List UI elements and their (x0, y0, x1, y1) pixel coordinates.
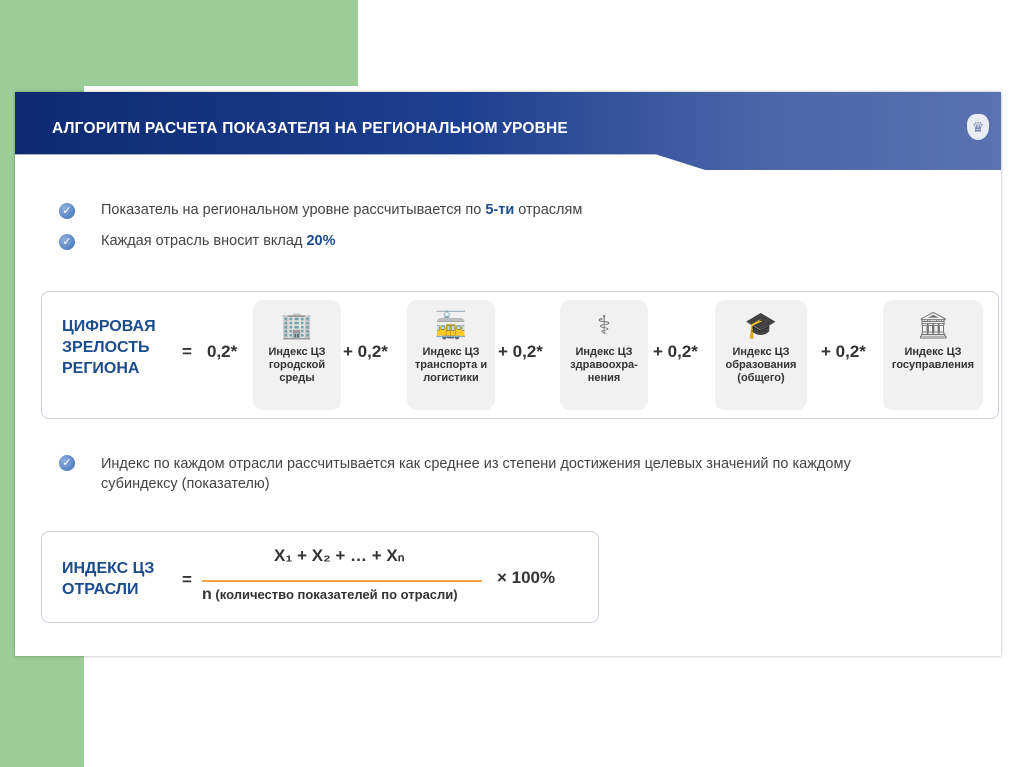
term-text: Индекс ЦЗ здравоохра-нения (570, 346, 638, 384)
slide-title: АЛГОРИТМ РАСЧЕТА ПОКАЗАТЕЛЯ НА РЕГИОНАЛЬ… (52, 120, 568, 137)
formula-label: ИНДЕКС ЦЗ ОТРАСЛИ (62, 558, 154, 600)
term-text: Индекс ЦЗ образования (общего) (725, 346, 797, 384)
label-line: ЗРЕЛОСТЬ (62, 339, 150, 356)
checkmark-icon: ✓ (59, 234, 75, 250)
graduate-icon: 🎓 (744, 310, 778, 340)
bullet-highlight: 5-ти (485, 202, 515, 218)
sector-index-formula: ИНДЕКС ЦЗ ОТРАСЛИ = X₁ + X₂ + … + Xₙ n (… (41, 531, 599, 623)
bullet-text: Индекс по каждом отрасли рассчитывается … (101, 456, 851, 492)
russian-coat-of-arms-icon: ♛ (967, 114, 989, 140)
regional-maturity-formula: ЦИФРОВАЯ ЗРЕЛОСТЬ РЕГИОНА = 0,2* 🏢 Индекс… (41, 291, 999, 419)
term-healthcare: ⚕ Индекс ЦЗ здравоохра-нения (560, 300, 648, 410)
equals-sign: = (182, 342, 192, 361)
equals-sign: = (182, 570, 192, 589)
multiplier: × 100% (497, 568, 556, 587)
checkmark-icon: ✓ (59, 455, 75, 471)
bullet-item: ✓ Каждая отрасль вносит вклад 20% (59, 233, 335, 250)
denominator-text: (количество показателей по отрасли) (215, 587, 458, 602)
term-education: 🎓 Индекс ЦЗ образования (общего) (715, 300, 807, 410)
term-text: Индекс ЦЗ госуправления (891, 346, 975, 371)
label-line: ОТРАСЛИ (62, 581, 139, 598)
coefficient: + 0,2* (343, 342, 388, 361)
coefficient: + 0,2* (653, 342, 698, 361)
bullet-item: ✓ Показатель на региональном уровне расс… (59, 202, 582, 219)
numerator: X₁ + X₂ + … + Xₙ (274, 546, 405, 565)
bullet-text: Показатель на региональном уровне рассчи… (101, 202, 486, 218)
term-transport: 🚋 Индекс ЦЗ транспорта и логистики (407, 300, 495, 410)
city-buildings-icon: 🏢 (280, 310, 314, 340)
slide: АЛГОРИТМ РАСЧЕТА ПОКАЗАТЕЛЯ НА РЕГИОНАЛЬ… (15, 92, 1001, 656)
term-urban-environment: 🏢 Индекс ЦЗ городской среды (253, 300, 341, 410)
caduceus-icon: ⚕ (596, 310, 612, 340)
coefficient: + 0,2* (821, 342, 866, 361)
label-line: ЦИФРОВАЯ (62, 318, 156, 335)
coefficient: 0,2* (207, 342, 238, 361)
denominator: n (количество показателей по отрасли) (202, 586, 458, 604)
bullet-item: ✓ Индекс по каждом отрасли рассчитываетс… (59, 454, 859, 494)
term-text: Индекс ЦЗ транспорта и логистики (414, 346, 488, 384)
checkmark-icon: ✓ (59, 203, 75, 219)
formula-label: ЦИФРОВАЯ ЗРЕЛОСТЬ РЕГИОНА (62, 316, 156, 379)
kremlin-tower-icon: 🏛 (916, 310, 950, 340)
term-governance: 🏛 Индекс ЦЗ госуправления (883, 300, 983, 410)
bullet-highlight: 20% (306, 233, 336, 249)
label-line: ИНДЕКС ЦЗ (62, 560, 155, 577)
coefficient: + 0,2* (498, 342, 543, 361)
label-line: РЕГИОНА (62, 360, 140, 377)
denominator-n: n (202, 586, 212, 603)
bullet-text: Каждая отрасль вносит вклад (101, 233, 307, 249)
tram-icon: 🚋 (434, 310, 468, 340)
bullet-text: отраслям (514, 202, 583, 218)
term-text: Индекс ЦЗ городской среды (268, 346, 326, 384)
fraction-line (202, 580, 482, 582)
